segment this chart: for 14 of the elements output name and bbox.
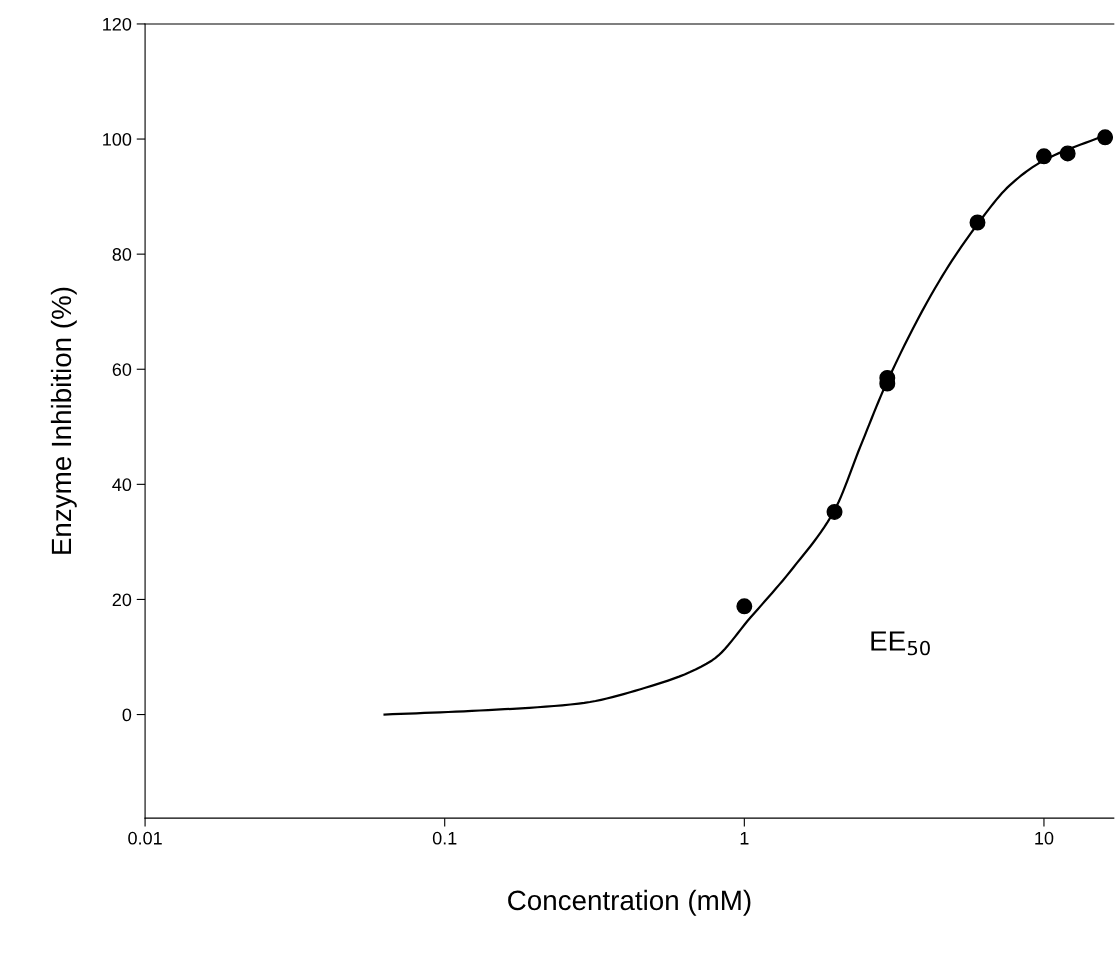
x-tick-label: 1 xyxy=(740,831,749,845)
annotation: EE$_{50}$ xyxy=(871,631,930,656)
x-tick-label: 0.1 xyxy=(432,831,457,845)
y-tick-label: 60 xyxy=(112,363,132,376)
x-tick-label: 10 xyxy=(1035,831,1054,845)
y-tick-label: 20 xyxy=(112,593,132,607)
y-tick-label: 80 xyxy=(112,248,132,261)
y-tick-label: 40 xyxy=(112,478,132,492)
x-axis-title: Concentration (mM) xyxy=(508,889,751,916)
y-tick-label: 100 xyxy=(103,132,132,146)
x-tick-label: 0.01 xyxy=(128,831,162,845)
y-tick-label: 120 xyxy=(103,17,132,31)
y-tick-label: 0 xyxy=(122,708,132,722)
y-axis-title: Enzyme Inhibition (%) xyxy=(50,287,77,554)
